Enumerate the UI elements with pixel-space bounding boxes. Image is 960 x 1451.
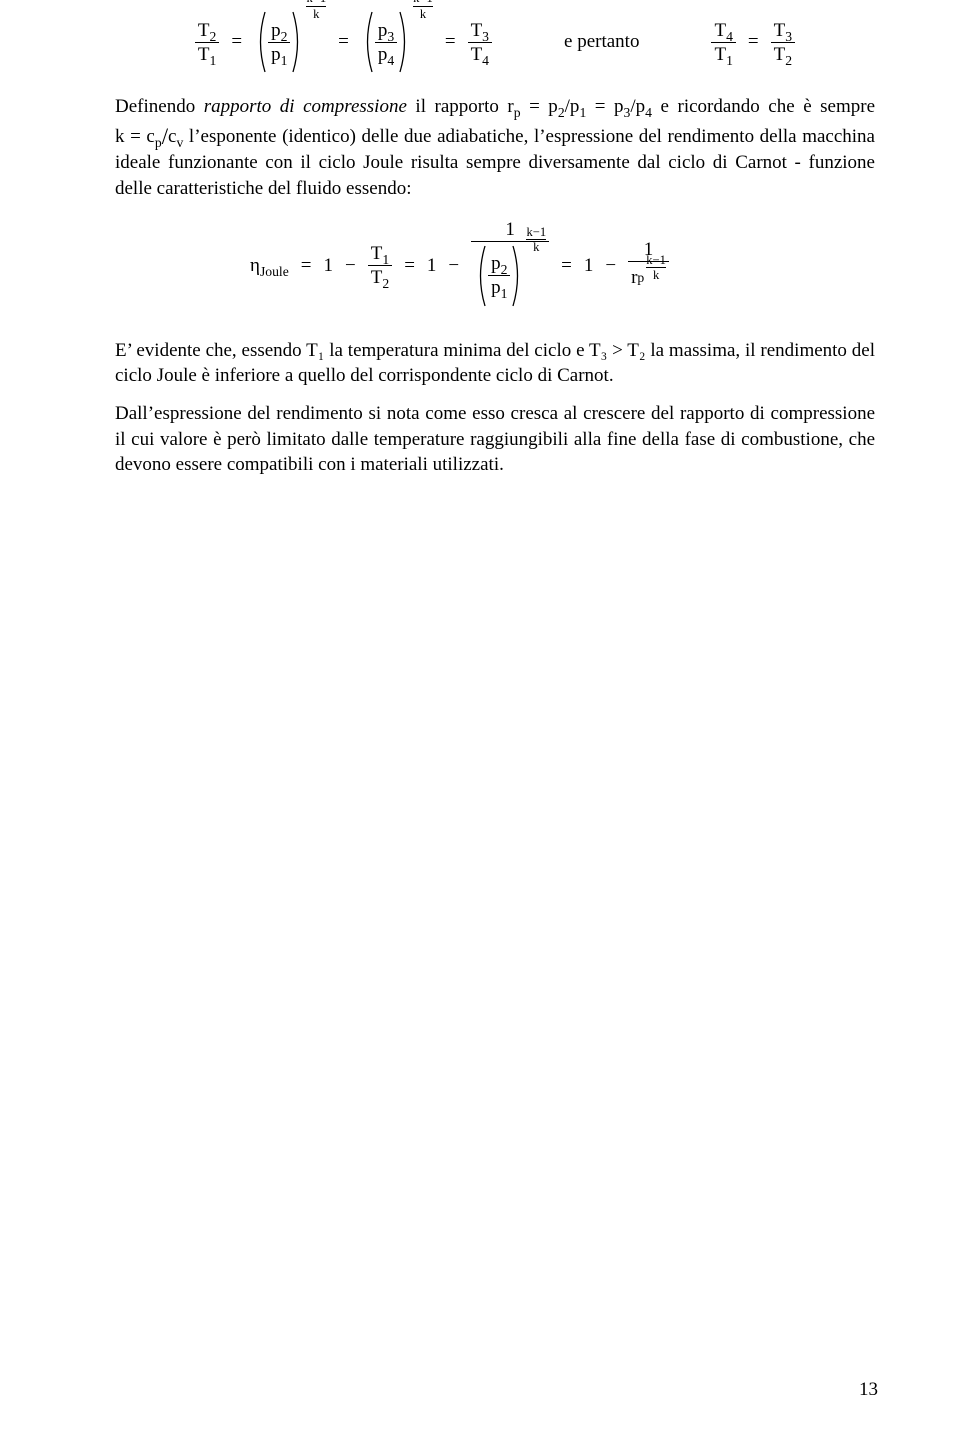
right-paren-icon <box>397 10 411 74</box>
frac-t1-t2: T1 T2 <box>368 244 392 287</box>
eq-sign: = <box>301 253 312 279</box>
frac-t3-t2: T3 T2 <box>771 21 795 64</box>
eq-sign: = <box>561 253 572 279</box>
paren-p2p1-exp: p2 p1 k−1 k <box>254 10 326 74</box>
right-paren-icon <box>290 10 304 74</box>
equation-eta-joule: ηJoule = 1 − T1 T2 = 1 − 1 p2 <box>115 220 875 312</box>
eq-sign: = <box>338 29 349 55</box>
paragraph-expression-note: Dall’espressione del rendimento si nota … <box>115 401 875 478</box>
paragraph-evident: E’ evidente che, essendo T₁ la temperatu… <box>115 338 875 389</box>
page-number: 13 <box>859 1377 878 1403</box>
page: T2 T1 = p2 p1 k−1 k <box>0 0 960 1451</box>
eq-sign: = <box>404 253 415 279</box>
eq-sign: = <box>748 29 759 55</box>
paren-p3p4-exp: p3 p4 k−1 k <box>361 10 433 74</box>
eq-sign: = <box>445 29 456 55</box>
left-paren-icon <box>254 10 268 74</box>
connector-text: e pertanto <box>564 29 639 55</box>
eq-sign: = <box>231 29 242 55</box>
left-paren-icon <box>474 244 488 308</box>
eta-symbol: ηJoule <box>250 253 289 279</box>
right-paren-icon <box>510 244 524 308</box>
equation-ratio-chain: T2 T1 = p2 p1 k−1 k <box>115 10 875 74</box>
paragraph-defining-ratio: Definendo rapporto di compressione il ra… <box>115 94 875 202</box>
frac-t4-t1: T4 T1 <box>711 21 735 64</box>
frac-t3-t4: T3 T4 <box>468 21 492 64</box>
frac-one-over-rp: 1 rp k−1 k <box>628 240 669 292</box>
frac-t2-t1: T2 T1 <box>195 21 219 64</box>
left-paren-icon <box>361 10 375 74</box>
frac-one-over-p2p1: 1 p2 p1 k−1 <box>471 220 549 312</box>
